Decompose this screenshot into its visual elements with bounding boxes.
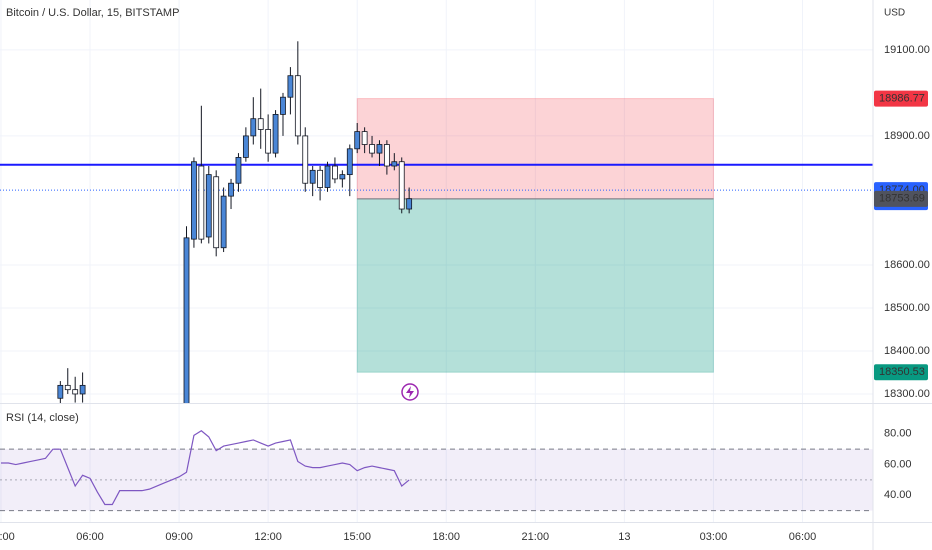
rsi-tick-label: 40.00: [884, 489, 912, 501]
main-pane: [0, 0, 873, 403]
candle-body: [198, 165, 205, 240]
candle-body: [183, 237, 190, 403]
x-tick-label: 09:00: [165, 531, 193, 543]
x-tick-label: 15:00: [343, 531, 371, 543]
currency: USD: [884, 8, 905, 19]
candle-body: [79, 384, 86, 395]
candle-body: [406, 198, 413, 210]
candle-body: [287, 75, 294, 98]
x-tick-label: 18:00: [432, 531, 460, 543]
axes: 03:00 06:00 09:00 12:00 15:00 18:00 21:00 13 03:…: [0, 44, 930, 543]
candle-body: [361, 131, 368, 145]
candle-body: [332, 165, 338, 180]
rsi-title: RSI (14, close): [6, 412, 79, 424]
stop-zone: [356, 98, 714, 200]
y-tick-label: 18300.00: [884, 388, 930, 400]
candle-body: [280, 96, 286, 115]
candle-body: [57, 384, 64, 399]
candle-body: [272, 114, 279, 154]
candle-body: [191, 161, 197, 240]
target-label: 18350.53: [879, 366, 925, 378]
candle-body: [317, 169, 323, 188]
target-zone: [356, 198, 714, 373]
rsi-pane: [0, 404, 873, 522]
stop-label-box: [874, 90, 928, 107]
candle-body: [72, 389, 79, 395]
candle-body: [213, 176, 220, 249]
y-tick-label: 18600.00: [884, 259, 930, 271]
target-label-box: [874, 364, 928, 381]
candle-body: [376, 144, 383, 154]
x-tick-label: 06:00: [76, 531, 104, 543]
entry-label-box: [874, 190, 928, 207]
x-tick-label: 03:00: [0, 531, 15, 543]
x-tick-label: 03:00: [700, 531, 728, 543]
candle-body: [257, 118, 264, 130]
candle-body: [309, 169, 316, 184]
candle-body: [242, 135, 249, 158]
candle-body: [398, 161, 405, 210]
candle-body: [235, 157, 242, 184]
candle-body: [220, 195, 227, 249]
candle-body: [369, 144, 375, 154]
candle-body: [391, 161, 398, 167]
candle-body: [383, 144, 390, 167]
x-tick-label: 06:00: [789, 531, 817, 543]
candle-body: [250, 118, 257, 137]
chart-title: Bitcoin / U.S. Dollar, 15, BITSTAMP: [6, 7, 179, 19]
candle-body: [339, 174, 346, 180]
rsi-tick-label: 60.00: [884, 458, 912, 470]
candle-body: [228, 182, 234, 197]
stop-label: 18986.77: [879, 92, 925, 104]
candle-body: [294, 75, 301, 137]
y-tick-label: 18900.00: [884, 130, 930, 142]
y-tick-label: 18400.00: [884, 345, 930, 357]
candle-body: [205, 174, 212, 238]
y-tick-label: 18500.00: [884, 302, 930, 314]
entry-label: 18753.69: [879, 193, 925, 205]
y-tick-label: 19100.00: [884, 44, 930, 56]
candle-body: [346, 148, 353, 176]
x-tick-label: 21:00: [522, 531, 550, 543]
x-tick-label: 12:00: [254, 531, 282, 543]
x-tick-label: 13: [618, 531, 630, 543]
candle-body: [265, 129, 272, 154]
rsi-tick-label: 80.00: [884, 428, 912, 440]
candle-body: [64, 384, 71, 391]
lightning-icon[interactable]: [401, 383, 419, 401]
candle-body: [302, 135, 309, 184]
candle-body: [354, 131, 361, 150]
candle-body: [324, 165, 331, 188]
rsi-line: [0, 429, 410, 506]
